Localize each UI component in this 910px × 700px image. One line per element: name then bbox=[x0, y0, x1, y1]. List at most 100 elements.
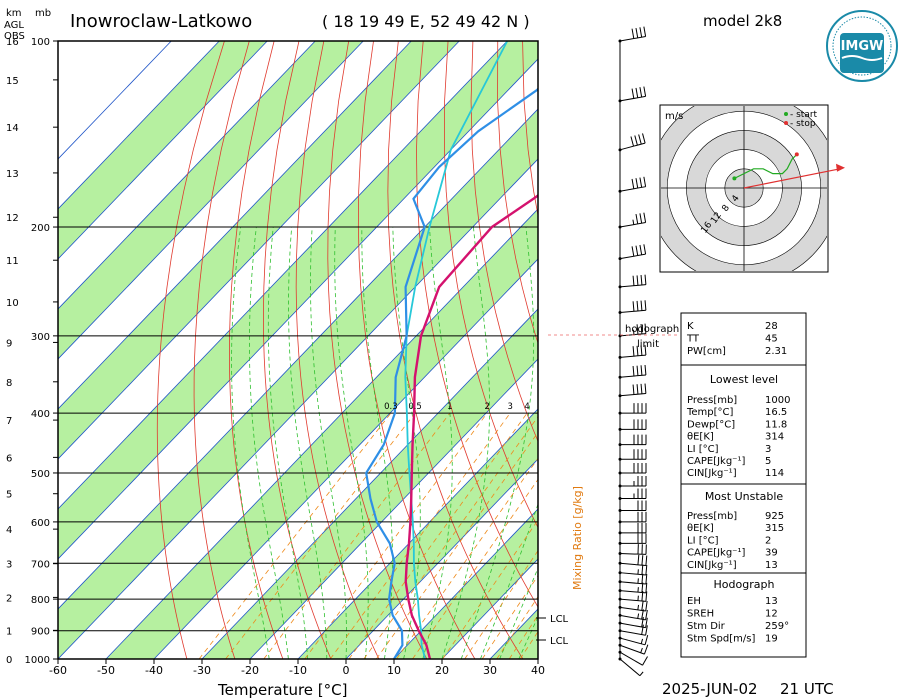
hodograph-start-dot bbox=[784, 112, 788, 116]
mixing-ratio-tick-label: 2 bbox=[484, 402, 489, 412]
index-value: 259° bbox=[765, 621, 789, 632]
index-value: 16.5 bbox=[765, 407, 787, 418]
wind-barb bbox=[618, 650, 648, 666]
index-value: 5 bbox=[765, 456, 771, 467]
isotherm-line bbox=[58, 158, 538, 659]
index-label: Press[mb] bbox=[687, 511, 737, 522]
wind-barb bbox=[618, 133, 646, 152]
height-tick-label: 3 bbox=[6, 560, 12, 571]
dry-adiabat bbox=[470, 41, 538, 443]
height-tick-label: 1 bbox=[6, 626, 12, 637]
isotherm-line bbox=[58, 41, 268, 260]
dry-adiabat bbox=[497, 41, 538, 345]
index-value: 19 bbox=[765, 634, 778, 645]
hodograph-start-point bbox=[732, 176, 737, 181]
temperature-tick-label: 0 bbox=[343, 664, 350, 677]
index-label: EH bbox=[687, 596, 701, 607]
index-label: K bbox=[687, 321, 694, 332]
index-value: 12 bbox=[765, 609, 778, 620]
dry-adiabat bbox=[416, 41, 538, 608]
wind-barb bbox=[618, 643, 649, 655]
hodograph-start-label: - start bbox=[790, 110, 818, 120]
pressure-tick-label: 400 bbox=[31, 409, 50, 420]
mixing-ratio-tick-label: 4 bbox=[524, 402, 529, 412]
index-value: 315 bbox=[765, 523, 784, 534]
km-label: km bbox=[6, 8, 22, 19]
footer-time: 21 UTC bbox=[780, 680, 834, 698]
wind-barb bbox=[618, 212, 647, 229]
moist-adiabat bbox=[288, 227, 328, 659]
index-label: LI [°C] bbox=[687, 444, 719, 455]
height-tick-label: 6 bbox=[6, 453, 12, 464]
dry-adiabat bbox=[263, 41, 332, 659]
wind-barb bbox=[618, 364, 647, 379]
hodograph-stop-point bbox=[794, 152, 799, 157]
index-label: LI [°C] bbox=[687, 535, 719, 546]
pressure-tick-label: 100 bbox=[31, 37, 50, 48]
index-value: 13 bbox=[765, 560, 778, 571]
pressure-tick-label: 200 bbox=[31, 223, 50, 234]
storm-motion-arrowhead bbox=[836, 163, 845, 172]
logo-text: IMGW bbox=[841, 39, 884, 54]
wind-barb bbox=[618, 511, 647, 524]
isotherm-line bbox=[58, 41, 172, 160]
isotherm-line bbox=[58, 41, 220, 210]
pressure-tick-label: 700 bbox=[31, 559, 50, 570]
wind-barb bbox=[618, 600, 648, 612]
dry-adiabat bbox=[357, 41, 476, 659]
pressure-tick-label: 800 bbox=[31, 595, 50, 606]
mixing-ratio-line bbox=[496, 596, 538, 659]
height-tick-label: 9 bbox=[6, 338, 12, 349]
index-label: θE[K] bbox=[687, 523, 714, 534]
temperature-tick-label: 40 bbox=[531, 664, 545, 677]
height-tick-label: 16 bbox=[6, 37, 19, 48]
index-label: SREH bbox=[687, 609, 714, 620]
temperature-tick-label: -30 bbox=[193, 664, 211, 677]
pressure-tick-label: 1000 bbox=[25, 655, 50, 666]
moist-adiabat bbox=[310, 227, 347, 659]
index-label: θE[K] bbox=[687, 432, 714, 443]
hodograph-table-title: Hodograph bbox=[714, 578, 775, 591]
most-unstable-title: Most Unstable bbox=[705, 490, 784, 503]
height-tick-label: 12 bbox=[6, 213, 19, 224]
wind-barb bbox=[618, 657, 644, 677]
wind-barb bbox=[618, 345, 647, 359]
hodograph-stop-label: - stop bbox=[790, 119, 816, 129]
lcl-label: LCL bbox=[550, 614, 569, 625]
station-coords: ( 18 19 49 E, 52 49 42 N ) bbox=[322, 12, 530, 31]
index-label: Temp[°C] bbox=[686, 407, 734, 418]
moist-adiabat bbox=[334, 227, 369, 659]
wind-barb bbox=[618, 554, 648, 567]
temperature-tick-label: 20 bbox=[435, 664, 449, 677]
index-value: 925 bbox=[765, 511, 784, 522]
moist-adiabat bbox=[518, 615, 538, 659]
index-label: Dewp[°C] bbox=[687, 419, 735, 430]
dewpoint-curve bbox=[365, 87, 538, 659]
hodograph-ring-label: 8 bbox=[721, 203, 733, 214]
isotherm-band bbox=[58, 41, 538, 560]
moist-adiabat bbox=[267, 226, 308, 659]
wind-barb bbox=[618, 544, 647, 556]
dry-adiabat bbox=[327, 41, 428, 659]
isotherm-line bbox=[58, 41, 412, 410]
isotherm-line bbox=[58, 108, 538, 610]
dry-adiabat bbox=[193, 41, 250, 659]
mb-label: mb bbox=[35, 8, 51, 19]
height-tick-label: 13 bbox=[6, 169, 19, 180]
temperature-curve bbox=[404, 194, 538, 659]
index-value: 3 bbox=[765, 444, 771, 455]
index-value: 45 bbox=[765, 334, 778, 345]
height-tick-label: 11 bbox=[6, 256, 19, 267]
index-label: CAPE[Jkg⁻¹] bbox=[687, 456, 745, 467]
hodograph-limit-label: limit bbox=[637, 339, 659, 350]
dry-adiabat bbox=[443, 41, 538, 529]
temperature-tick-label: -40 bbox=[145, 664, 163, 677]
index-label: Stm Spd[m/s] bbox=[687, 634, 755, 645]
lcl-label: LCL bbox=[550, 636, 569, 647]
wind-barb bbox=[618, 244, 647, 261]
hodograph-trace bbox=[734, 153, 798, 179]
wind-barb bbox=[618, 300, 647, 315]
wind-barb bbox=[618, 383, 647, 398]
wind-barb bbox=[618, 573, 648, 585]
